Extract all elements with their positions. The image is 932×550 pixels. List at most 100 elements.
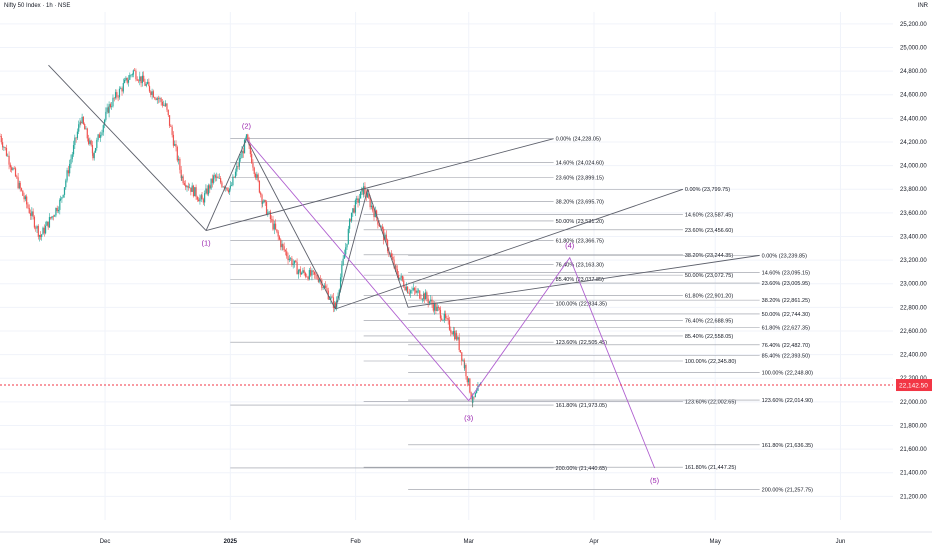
candle-body: [61, 197, 63, 199]
candle-body: [331, 296, 333, 298]
candle-body: [43, 227, 45, 234]
candle-body: [145, 83, 147, 86]
fib-level-label: 38.20% (23,244.35): [685, 253, 733, 259]
candle-body: [420, 298, 422, 300]
candle-body: [41, 234, 43, 237]
candle-body: [435, 303, 437, 311]
candle-body: [205, 188, 207, 194]
candle-body: [14, 168, 17, 177]
candle-body: [194, 187, 196, 197]
candle-body: [210, 178, 212, 189]
candle-body: [226, 187, 228, 191]
candle-body: [60, 198, 62, 200]
candle-body: [98, 134, 101, 138]
elliott-wave-path: [246, 138, 656, 469]
candle-body: [280, 239, 282, 248]
candle-body: [51, 216, 53, 219]
candle-body: [67, 170, 69, 174]
candle-body: [260, 192, 262, 195]
candle-body: [159, 98, 161, 100]
candle-body: [213, 175, 215, 183]
wave-label: (2): [242, 122, 252, 131]
y-axis-tick-label: 24,800.00: [900, 69, 927, 75]
trend-line: [408, 254, 760, 308]
candle-body: [430, 299, 432, 302]
candle-body: [220, 178, 222, 183]
candle-body: [473, 396, 475, 398]
fib-level-label: 0.00% (23,239.85): [762, 253, 807, 259]
candle-body: [312, 270, 314, 272]
candle-body: [456, 333, 458, 340]
candle-body: [282, 244, 284, 247]
candle-body: [283, 246, 285, 251]
candle-body: [11, 167, 13, 170]
candle-body: [454, 330, 456, 340]
candle-body: [272, 219, 274, 230]
candle-body: [84, 124, 86, 130]
candle-body: [222, 186, 224, 188]
candle-body: [267, 212, 269, 215]
candle-body: [450, 329, 452, 333]
candle-body: [199, 197, 201, 202]
candle-body: [403, 280, 405, 287]
candle-body: [100, 135, 102, 138]
candle-body: [204, 193, 206, 203]
candle-body: [18, 182, 20, 189]
y-axis-tick-label: 21,800.00: [900, 423, 927, 429]
candle-body: [35, 227, 37, 229]
candle-body: [334, 302, 336, 309]
candle-body: [69, 163, 71, 174]
candle-body: [423, 293, 425, 300]
candle-body: [146, 81, 149, 84]
candle-body: [302, 270, 304, 273]
candle-body: [136, 79, 138, 81]
candle-body: [464, 364, 466, 368]
candle-body: [359, 191, 362, 199]
fib-level-label: 161.80% (21,447.25): [685, 465, 737, 471]
candle-body: [243, 139, 246, 154]
candle-body: [417, 290, 420, 292]
y-axis-tick-label: 24,400.00: [900, 116, 927, 122]
candle-body: [441, 318, 443, 321]
candle-body: [277, 231, 279, 237]
candle-body: [315, 274, 317, 276]
candle-body: [236, 166, 238, 172]
candle-body: [179, 158, 181, 170]
candle-body: [238, 158, 240, 167]
candle-body: [13, 168, 15, 169]
candle-body: [57, 209, 60, 212]
candle-body: [186, 186, 188, 188]
fib-level-label: 161.80% (21,636.35): [762, 443, 814, 449]
candle-body: [231, 185, 233, 186]
candle-body: [82, 116, 85, 125]
candle-body: [411, 290, 413, 291]
candle-body: [377, 217, 379, 225]
candle-body: [363, 186, 365, 195]
candle-body: [379, 225, 381, 227]
candle-body: [256, 174, 258, 178]
candle-body: [85, 128, 87, 130]
x-axis-tick-label: May: [710, 539, 721, 545]
candle-body: [407, 286, 409, 294]
candle-body: [247, 134, 249, 141]
candle-body: [374, 210, 376, 218]
candle-body: [268, 211, 270, 213]
candle-body: [7, 155, 9, 157]
candle-body: [156, 98, 158, 100]
candle-body: [472, 396, 474, 403]
candle-body: [229, 185, 231, 189]
candle-body: [385, 234, 387, 240]
candle-body: [12, 168, 14, 170]
candle-body: [89, 140, 91, 144]
candle-body: [368, 193, 370, 198]
candle-body: [467, 378, 470, 383]
candle-body: [181, 176, 183, 179]
candle-body: [94, 148, 97, 153]
trend-line: [334, 189, 369, 310]
wave-label: (3): [464, 413, 474, 422]
candle-body: [308, 270, 310, 280]
candle-body: [137, 80, 140, 82]
candle-body: [81, 116, 83, 124]
fib-level-label: 61.80% (22,627.35): [762, 326, 810, 332]
